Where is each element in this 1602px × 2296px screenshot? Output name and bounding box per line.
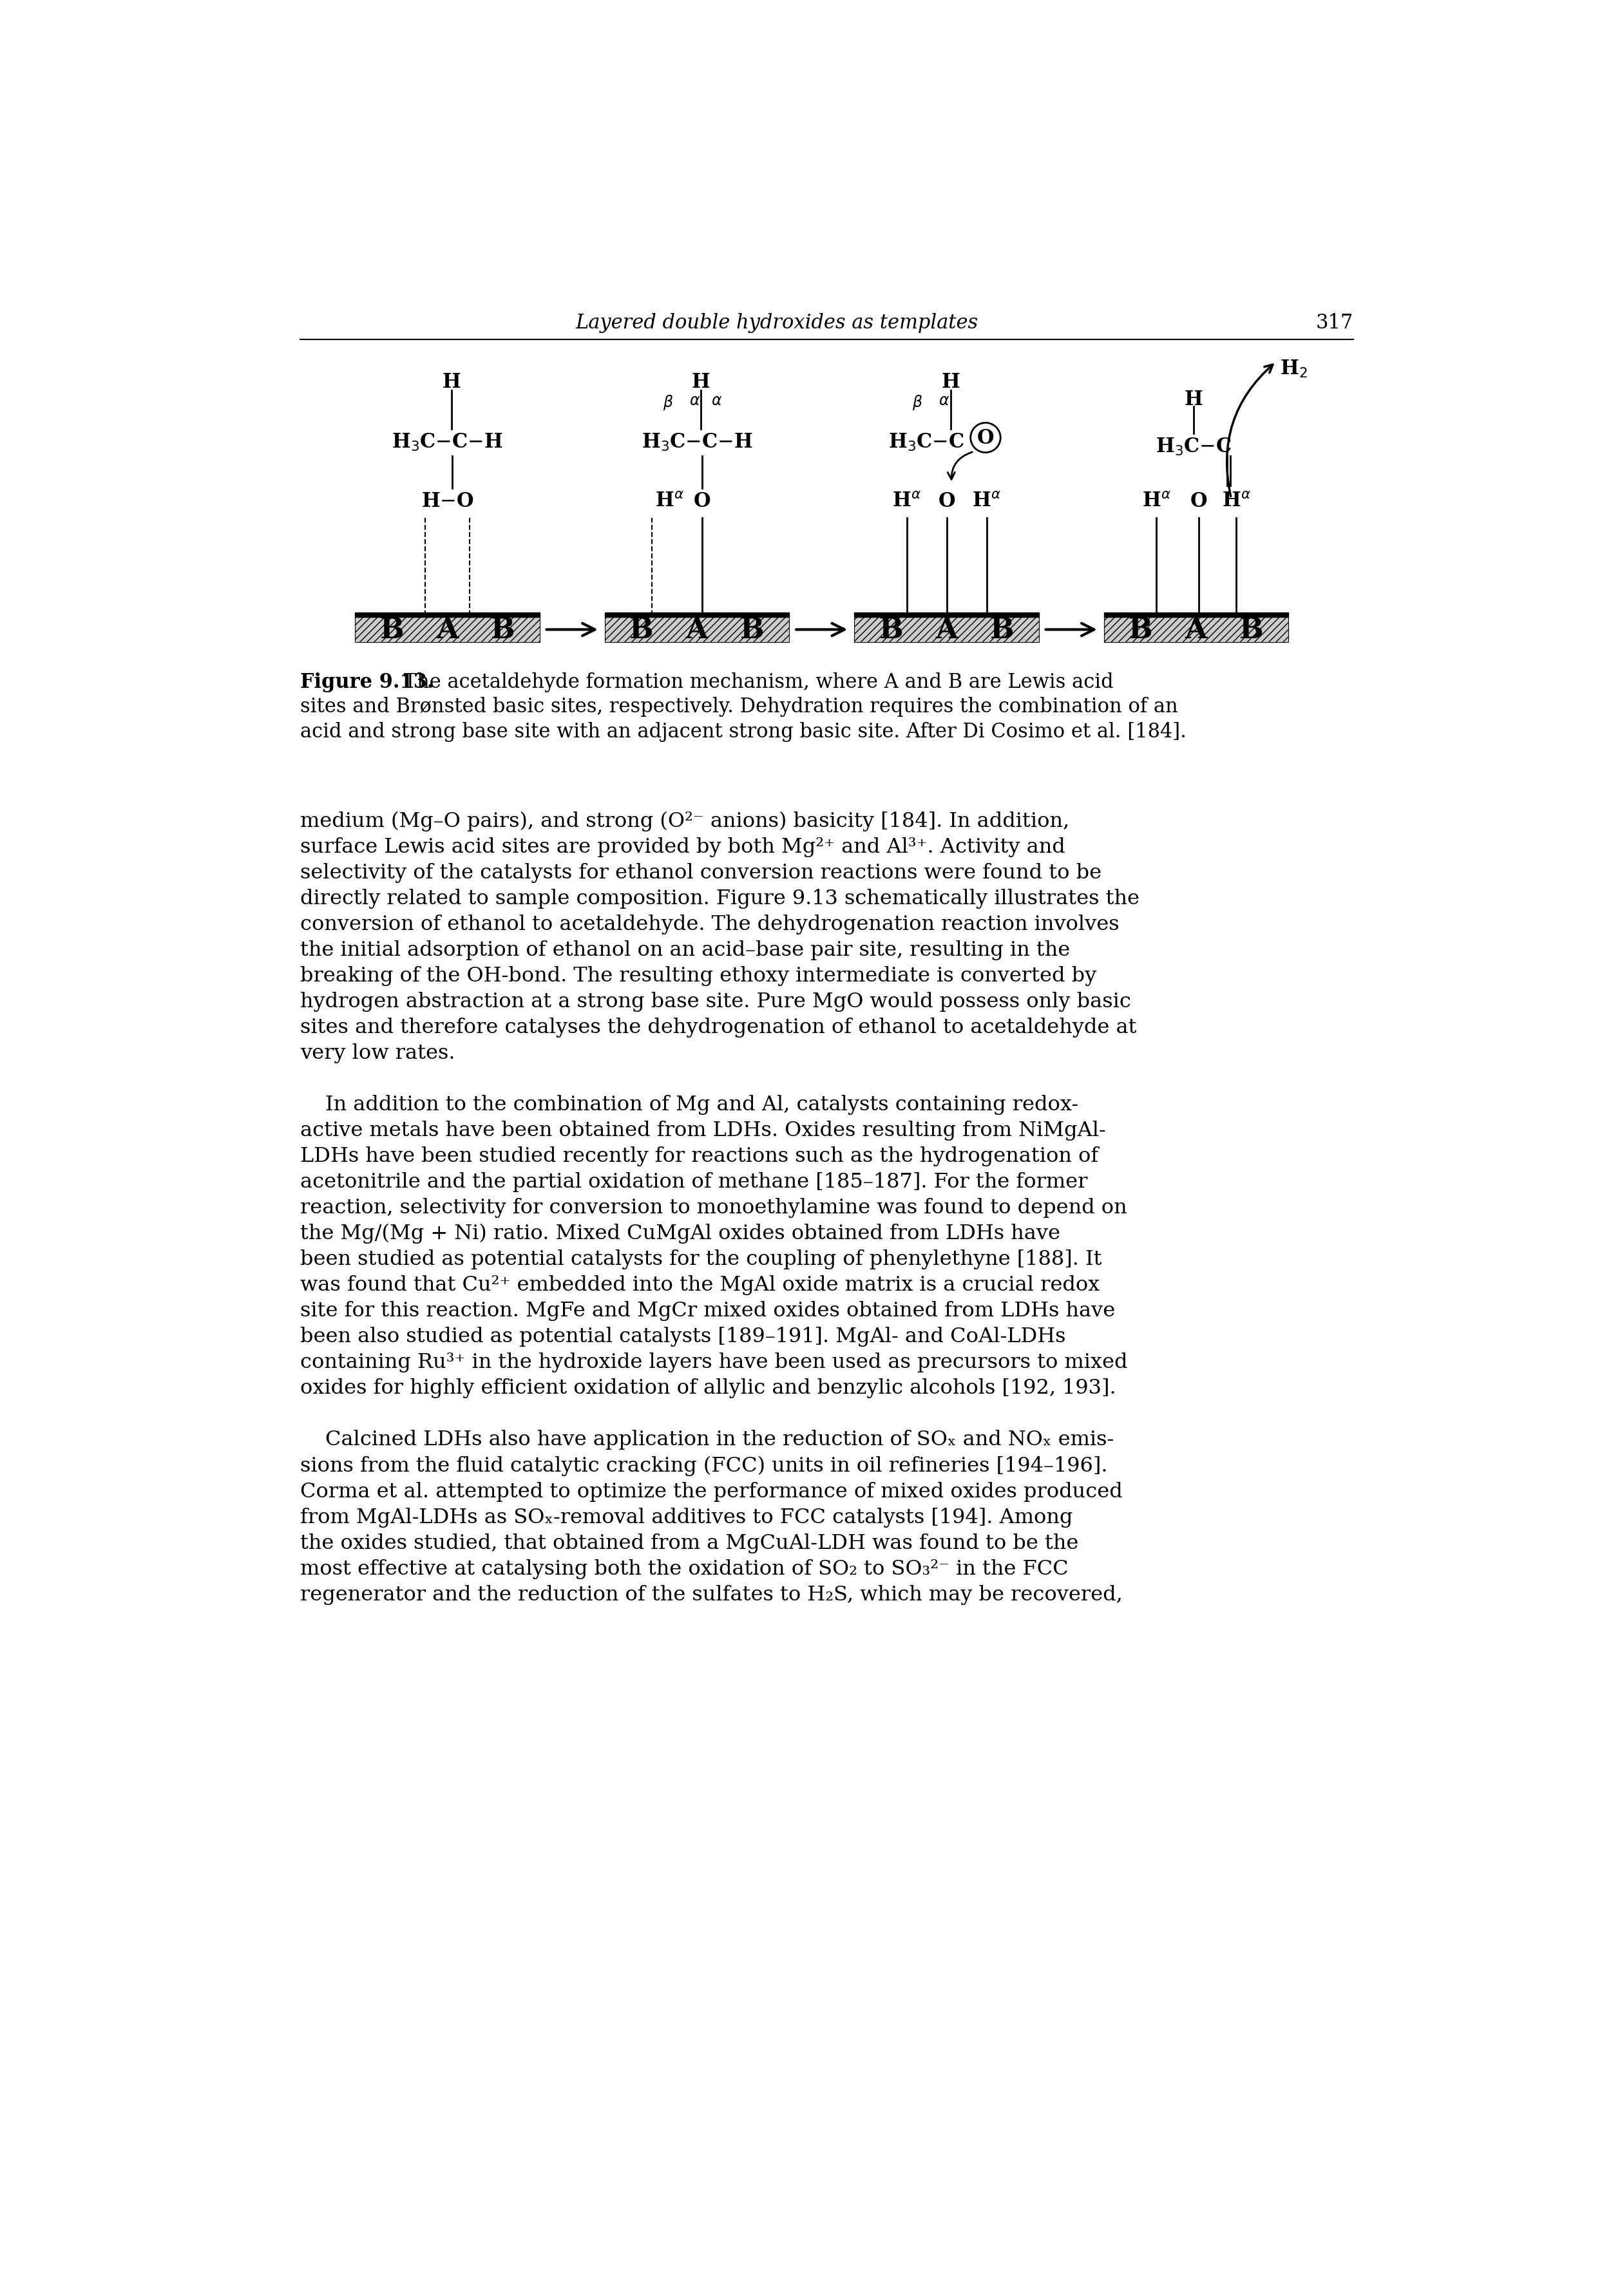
Text: conversion of ethanol to acetaldehyde. The dehydrogenation reaction involves: conversion of ethanol to acetaldehyde. T… xyxy=(300,914,1120,934)
Text: $\beta$: $\beta$ xyxy=(663,393,673,411)
Text: sions from the fluid catalytic cracking (FCC) units in oil refineries [194–196].: sions from the fluid catalytic cracking … xyxy=(300,1456,1107,1476)
Text: $\alpha$: $\alpha$ xyxy=(939,393,950,409)
Text: hydrogen abstraction at a strong base site. Pure MgO would possess only basic: hydrogen abstraction at a strong base si… xyxy=(300,992,1131,1010)
Text: breaking of the OH-bond. The resulting ethoxy intermediate is converted by: breaking of the OH-bond. The resulting e… xyxy=(300,967,1096,985)
Text: acetonitrile and the partial oxidation of methane [185–187]. For the former: acetonitrile and the partial oxidation o… xyxy=(300,1171,1088,1192)
Bar xyxy=(356,618,540,643)
Bar xyxy=(1104,618,1288,643)
Text: H$_3$C$-$C$-$H: H$_3$C$-$C$-$H xyxy=(641,432,753,452)
Text: $\alpha$: $\alpha$ xyxy=(689,393,700,409)
Text: O: O xyxy=(694,491,711,512)
Text: B: B xyxy=(990,615,1014,643)
Text: H: H xyxy=(942,372,960,393)
Text: H: H xyxy=(1184,390,1203,409)
FancyArrowPatch shape xyxy=(1227,365,1274,496)
Text: the Mg/(Mg + Ni) ratio. Mixed CuMgAl oxides obtained from LDHs have: the Mg/(Mg + Ni) ratio. Mixed CuMgAl oxi… xyxy=(300,1224,1061,1244)
Text: was found that Cu²⁺ embedded into the MgAl oxide matrix is a crucial redox: was found that Cu²⁺ embedded into the Mg… xyxy=(300,1274,1099,1295)
Text: A: A xyxy=(436,615,458,643)
Bar xyxy=(604,618,790,643)
Text: Figure 9.13.: Figure 9.13. xyxy=(300,673,434,691)
Bar xyxy=(604,613,790,618)
Text: Corma et al. attempted to optimize the performance of mixed oxides produced: Corma et al. attempted to optimize the p… xyxy=(300,1481,1123,1502)
Bar xyxy=(854,618,1040,643)
Text: sites and Brønsted basic sites, respectively. Dehydration requires the combinati: sites and Brønsted basic sites, respecti… xyxy=(300,698,1177,716)
Text: acid and strong base site with an adjacent strong basic site. After Di Cosimo et: acid and strong base site with an adjace… xyxy=(300,721,1187,742)
Text: Calcined LDHs also have application in the reduction of SOₓ and NOₓ emis-: Calcined LDHs also have application in t… xyxy=(325,1430,1113,1449)
Text: H: H xyxy=(692,372,710,393)
Text: O: O xyxy=(939,491,955,512)
Text: O: O xyxy=(1190,491,1208,512)
Text: B: B xyxy=(630,615,654,643)
Text: H$_2$: H$_2$ xyxy=(1280,358,1307,379)
Text: H$_3$C$-$C: H$_3$C$-$C xyxy=(889,432,964,452)
Text: O: O xyxy=(977,427,995,448)
FancyArrowPatch shape xyxy=(948,452,972,480)
Text: H$_3$C$-$C$-$H: H$_3$C$-$C$-$H xyxy=(392,432,503,452)
Text: H$^\alpha$: H$^\alpha$ xyxy=(892,491,921,512)
Bar xyxy=(1104,613,1288,618)
Text: medium (Mg–O pairs), and strong (O²⁻ anions) basicity [184]. In addition,: medium (Mg–O pairs), and strong (O²⁻ ani… xyxy=(300,810,1069,831)
Text: oxides for highly efficient oxidation of allylic and benzylic alcohols [192, 193: oxides for highly efficient oxidation of… xyxy=(300,1378,1117,1398)
Text: from MgAl-LDHs as SOₓ-removal additives to FCC catalysts [194]. Among: from MgAl-LDHs as SOₓ-removal additives … xyxy=(300,1506,1073,1527)
Text: H$^\alpha$: H$^\alpha$ xyxy=(1142,491,1171,512)
Text: A: A xyxy=(686,615,708,643)
Text: regenerator and the reduction of the sulfates to H₂S, which may be recovered,: regenerator and the reduction of the sul… xyxy=(300,1584,1123,1605)
Text: H$^\alpha$: H$^\alpha$ xyxy=(1222,491,1251,512)
Text: B: B xyxy=(490,615,514,643)
Text: H: H xyxy=(442,372,461,393)
Text: Layered double hydroxides as templates: Layered double hydroxides as templates xyxy=(575,312,979,333)
Text: been also studied as potential catalysts [189–191]. MgAl- and CoAl-LDHs: been also studied as potential catalysts… xyxy=(300,1327,1065,1345)
Text: site for this reaction. MgFe and MgCr mixed oxides obtained from LDHs have: site for this reaction. MgFe and MgCr mi… xyxy=(300,1302,1115,1320)
Text: been studied as potential catalysts for the coupling of phenylethyne [188]. It: been studied as potential catalysts for … xyxy=(300,1249,1102,1270)
Text: very low rates.: very low rates. xyxy=(300,1042,455,1063)
Text: surface Lewis acid sites are provided by both Mg²⁺ and Al³⁺. Activity and: surface Lewis acid sites are provided by… xyxy=(300,836,1065,856)
Text: The acetaldehyde formation mechanism, where A and B are Lewis acid: The acetaldehyde formation mechanism, wh… xyxy=(397,673,1113,691)
Text: the initial adsorption of ethanol on an acid–base pair site, resulting in the: the initial adsorption of ethanol on an … xyxy=(300,939,1070,960)
Text: selectivity of the catalysts for ethanol conversion reactions were found to be: selectivity of the catalysts for ethanol… xyxy=(300,863,1102,882)
Text: containing Ru³⁺ in the hydroxide layers have been used as precursors to mixed: containing Ru³⁺ in the hydroxide layers … xyxy=(300,1352,1128,1373)
Text: most effective at catalysing both the oxidation of SO₂ to SO₃²⁻ in the FCC: most effective at catalysing both the ox… xyxy=(300,1559,1069,1580)
Bar xyxy=(854,613,1040,618)
Text: H$^\alpha$: H$^\alpha$ xyxy=(972,491,1001,512)
Text: 317: 317 xyxy=(1315,312,1354,333)
Text: the oxides studied, that obtained from a MgCuAl-LDH was found to be the: the oxides studied, that obtained from a… xyxy=(300,1534,1078,1552)
Text: A: A xyxy=(936,615,958,643)
Text: active metals have been obtained from LDHs. Oxides resulting from NiMgAl-: active metals have been obtained from LD… xyxy=(300,1120,1105,1141)
Text: B: B xyxy=(380,615,404,643)
Text: H$_3$C$-$C: H$_3$C$-$C xyxy=(1155,436,1232,457)
Text: $\beta$: $\beta$ xyxy=(913,393,923,411)
Text: B: B xyxy=(740,615,764,643)
Text: $\alpha$: $\alpha$ xyxy=(711,393,723,409)
Text: A: A xyxy=(1185,615,1208,643)
Text: In addition to the combination of Mg and Al, catalysts containing redox-: In addition to the combination of Mg and… xyxy=(325,1095,1078,1114)
Bar xyxy=(356,613,540,618)
Text: sites and therefore catalyses the dehydrogenation of ethanol to acetaldehyde at: sites and therefore catalyses the dehydr… xyxy=(300,1017,1136,1038)
Text: H$-$O: H$-$O xyxy=(421,491,474,512)
Text: B: B xyxy=(1129,615,1153,643)
Text: B: B xyxy=(1240,615,1264,643)
Text: LDHs have been studied recently for reactions such as the hydrogenation of: LDHs have been studied recently for reac… xyxy=(300,1146,1099,1166)
Text: directly related to sample composition. Figure 9.13 schematically illustrates th: directly related to sample composition. … xyxy=(300,889,1139,909)
Text: B: B xyxy=(879,615,904,643)
Text: H$^\alpha$: H$^\alpha$ xyxy=(655,491,684,512)
Text: reaction, selectivity for conversion to monoethylamine was found to depend on: reaction, selectivity for conversion to … xyxy=(300,1199,1126,1217)
